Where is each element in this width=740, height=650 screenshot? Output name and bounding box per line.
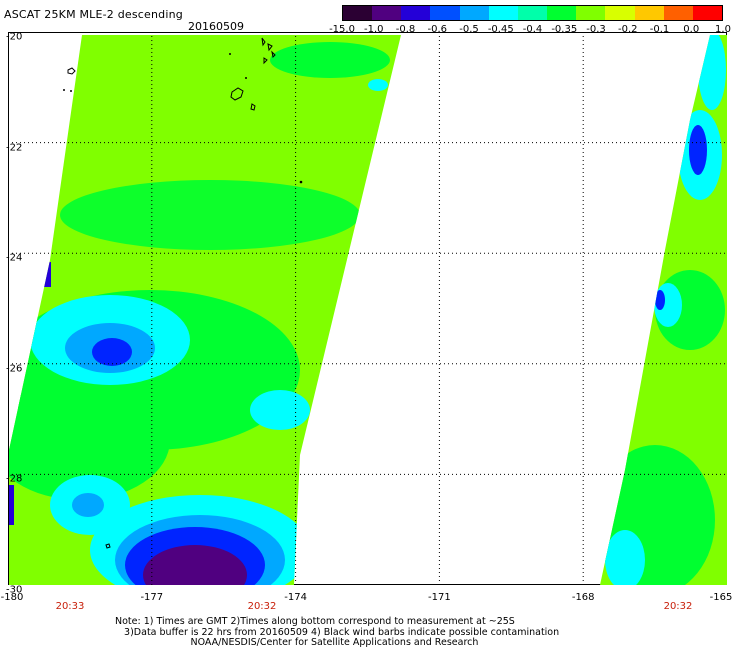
longitude-label: -165	[709, 592, 733, 603]
colorbar-tick-label: -0.1	[649, 24, 670, 35]
colorbar-tick-label: 1.0	[715, 24, 731, 35]
colorbar-tick-label: -0.35	[551, 24, 578, 35]
island-group-north	[261, 37, 276, 65]
island-small-2	[105, 543, 111, 549]
latitude-label: -22	[6, 142, 23, 154]
colorbar-tick-label: -0.5	[459, 24, 479, 35]
colorbar-tick-label: -0.45	[487, 24, 514, 35]
latitude-label: -24	[6, 252, 23, 264]
swath-left-green-mid	[60, 180, 360, 250]
swath-right-blue-upper	[689, 125, 707, 175]
colorbar-tick-label: -0.2	[617, 24, 638, 35]
colorbar-tick-label: -1.0	[363, 24, 384, 35]
colorbar-tick-label: -0.3	[586, 24, 606, 35]
colorbar-segment	[605, 6, 635, 20]
colorbar-segment	[692, 6, 723, 20]
swath-left-cyan-ne	[368, 79, 388, 91]
colorbar-tick-label: -0.6	[427, 24, 448, 35]
colorbar-tick-label: -0.4	[522, 24, 543, 35]
island-small-1	[250, 103, 256, 111]
lat-lon-grid	[8, 32, 727, 585]
swath-right-cyan-lower	[605, 530, 645, 585]
colorbar-segment	[343, 6, 373, 20]
island-outlines	[63, 37, 303, 549]
note-line-3: NOAA/NESDIS/Center for Satellite Applica…	[115, 637, 479, 648]
latitude-label: -20	[6, 31, 23, 43]
pass-time-3: 20:32	[663, 601, 693, 612]
swath-left	[9, 35, 401, 585]
colorbar-segment	[430, 6, 460, 20]
colorbar-segment	[576, 6, 606, 20]
colorbar-segment	[547, 6, 577, 20]
longitude-label: -171	[428, 592, 451, 603]
colorbar-segment	[372, 6, 402, 20]
footer-notes: Note: 1) Times are GMT 2)Times along bot…	[115, 616, 560, 649]
swath-right	[600, 35, 727, 585]
island-dot-3	[299, 180, 303, 184]
swath-left-lightblue-sw	[72, 493, 104, 517]
swath-left-purple-south	[143, 545, 247, 585]
latitude-label: -26	[6, 363, 23, 375]
colorbar-tick-label: -0.8	[395, 24, 416, 35]
product-date: 20160509	[188, 20, 244, 33]
swath-left-green-sw	[9, 380, 170, 500]
swath-right-blue-mid	[655, 290, 665, 310]
latitude-label: -30	[6, 584, 23, 596]
product-title: ASCAT 25KM MLE-2 descending	[4, 8, 183, 21]
colorbar-segment	[517, 6, 548, 20]
island-dot-2	[70, 90, 72, 92]
longitude-label: -174	[284, 592, 307, 603]
swath-left-cyan-east	[250, 390, 310, 430]
note-line-1: Note: 1) Times are GMT 2)Times along bot…	[115, 616, 515, 627]
island-main	[230, 87, 244, 101]
colorbar-segment	[401, 6, 431, 20]
longitude-label: -177	[140, 592, 164, 603]
longitude-label: -168	[571, 592, 595, 603]
swath-right-cyan-top	[698, 35, 726, 110]
island-dot-5	[245, 77, 247, 79]
swath-left-edge-purple	[44, 262, 51, 287]
latitude-label: -28	[6, 473, 23, 485]
colorbar-segment	[459, 6, 489, 20]
colorbar-segment	[634, 6, 664, 20]
colorbar-segment	[488, 6, 518, 20]
colorbar-tick-label: -15.0	[329, 24, 355, 35]
colorbar-segment	[663, 6, 693, 20]
swath-left-blue-center	[92, 338, 132, 366]
colorbar-tick-label: 0.0	[683, 24, 700, 35]
swath-left-edge-blue	[9, 485, 14, 525]
island-dot-4	[229, 53, 231, 55]
pass-time-2: 20:32	[247, 601, 277, 612]
island-dot-1	[63, 89, 65, 91]
colorbar	[342, 5, 723, 21]
island-west	[67, 67, 76, 75]
swath-left-green-top	[270, 42, 390, 78]
pass-time-1: 20:33	[55, 601, 85, 612]
note-line-2: 3)Data buffer is 22 hrs from 20160509 4)…	[115, 626, 560, 638]
longitude-label: -180	[0, 592, 24, 603]
